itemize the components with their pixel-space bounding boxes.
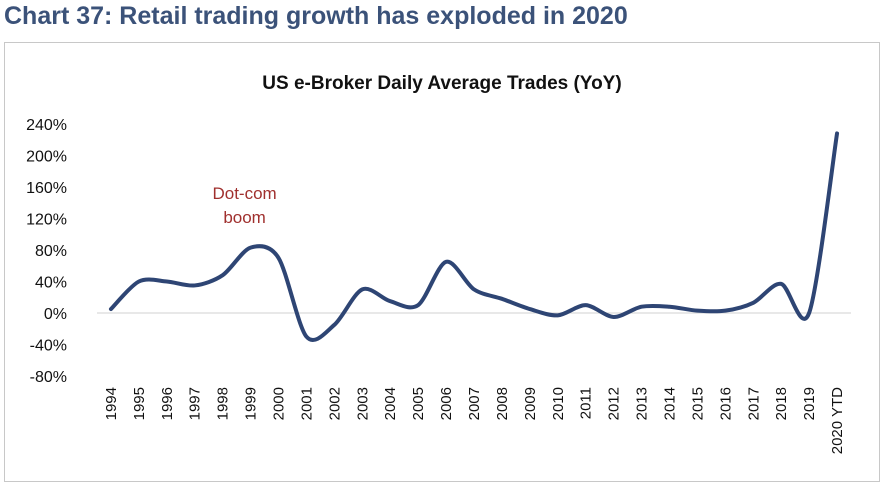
annotation-text: boom — [223, 208, 266, 227]
x-tick-label: 2006 — [438, 387, 455, 420]
y-axis: 240% 200% 160% 120% 80% 40% 0% -40% -80% — [26, 117, 67, 386]
x-tick-label: 1998 — [215, 387, 232, 420]
x-tick-label: 1995 — [131, 387, 148, 420]
chart: US e-Broker Daily Average Trades (YoY) 2… — [26, 73, 851, 454]
y-tick-label: 80% — [35, 243, 67, 260]
annotation-text: Dot-com — [212, 184, 276, 203]
x-tick-label: 2012 — [606, 387, 623, 420]
x-axis: 1994 1995 1996 1997 1998 1999 2000 2001 2002 2003… — [103, 387, 846, 454]
x-tick-label: 2009 — [522, 387, 539, 420]
x-tick-label: 2020 YTD — [829, 387, 846, 454]
x-tick-label: 2004 — [382, 387, 399, 420]
x-tick-label: 2014 — [661, 387, 678, 420]
x-tick-label: 2005 — [410, 387, 427, 420]
y-tick-label: 40% — [35, 275, 67, 292]
annotation: Dot-com boom — [212, 184, 276, 227]
x-tick-label: 2001 — [298, 387, 315, 420]
x-tick-label: 2007 — [466, 387, 483, 420]
x-tick-label: 2010 — [550, 387, 567, 420]
x-tick-label: 2016 — [717, 387, 734, 420]
y-tick-label: 120% — [26, 212, 67, 229]
x-tick-label: 2000 — [271, 387, 288, 420]
x-tick-label: 2003 — [354, 387, 371, 420]
x-tick-label: 2011 — [578, 387, 595, 419]
y-tick-label: -80% — [30, 369, 67, 386]
x-tick-label: 2008 — [494, 387, 511, 420]
y-tick-label: 200% — [26, 149, 67, 166]
x-tick-label: 1997 — [187, 387, 204, 420]
y-tick-label: 160% — [26, 180, 67, 197]
y-tick-label: 0% — [44, 306, 67, 323]
x-tick-label: 2002 — [326, 387, 343, 420]
y-tick-label: 240% — [26, 117, 67, 134]
x-tick-label: 2017 — [745, 387, 762, 420]
x-tick-label: 1999 — [243, 387, 260, 420]
x-tick-label: 1994 — [103, 387, 120, 420]
x-tick-label: 2018 — [773, 387, 790, 420]
x-tick-label: 2019 — [801, 387, 818, 420]
plot-area — [97, 131, 851, 342]
chart-title: US e-Broker Daily Average Trades (YoY) — [262, 73, 621, 94]
x-tick-label: 2013 — [634, 387, 651, 420]
x-tick-label: 1996 — [159, 387, 176, 420]
page-heading: Chart 37: Retail trading growth has expl… — [4, 2, 628, 30]
series-line — [108, 131, 840, 342]
x-tick-label: 2015 — [689, 387, 706, 420]
chart-frame: US e-Broker Daily Average Trades (YoY) 2… — [4, 42, 880, 482]
y-tick-label: -40% — [30, 338, 67, 355]
